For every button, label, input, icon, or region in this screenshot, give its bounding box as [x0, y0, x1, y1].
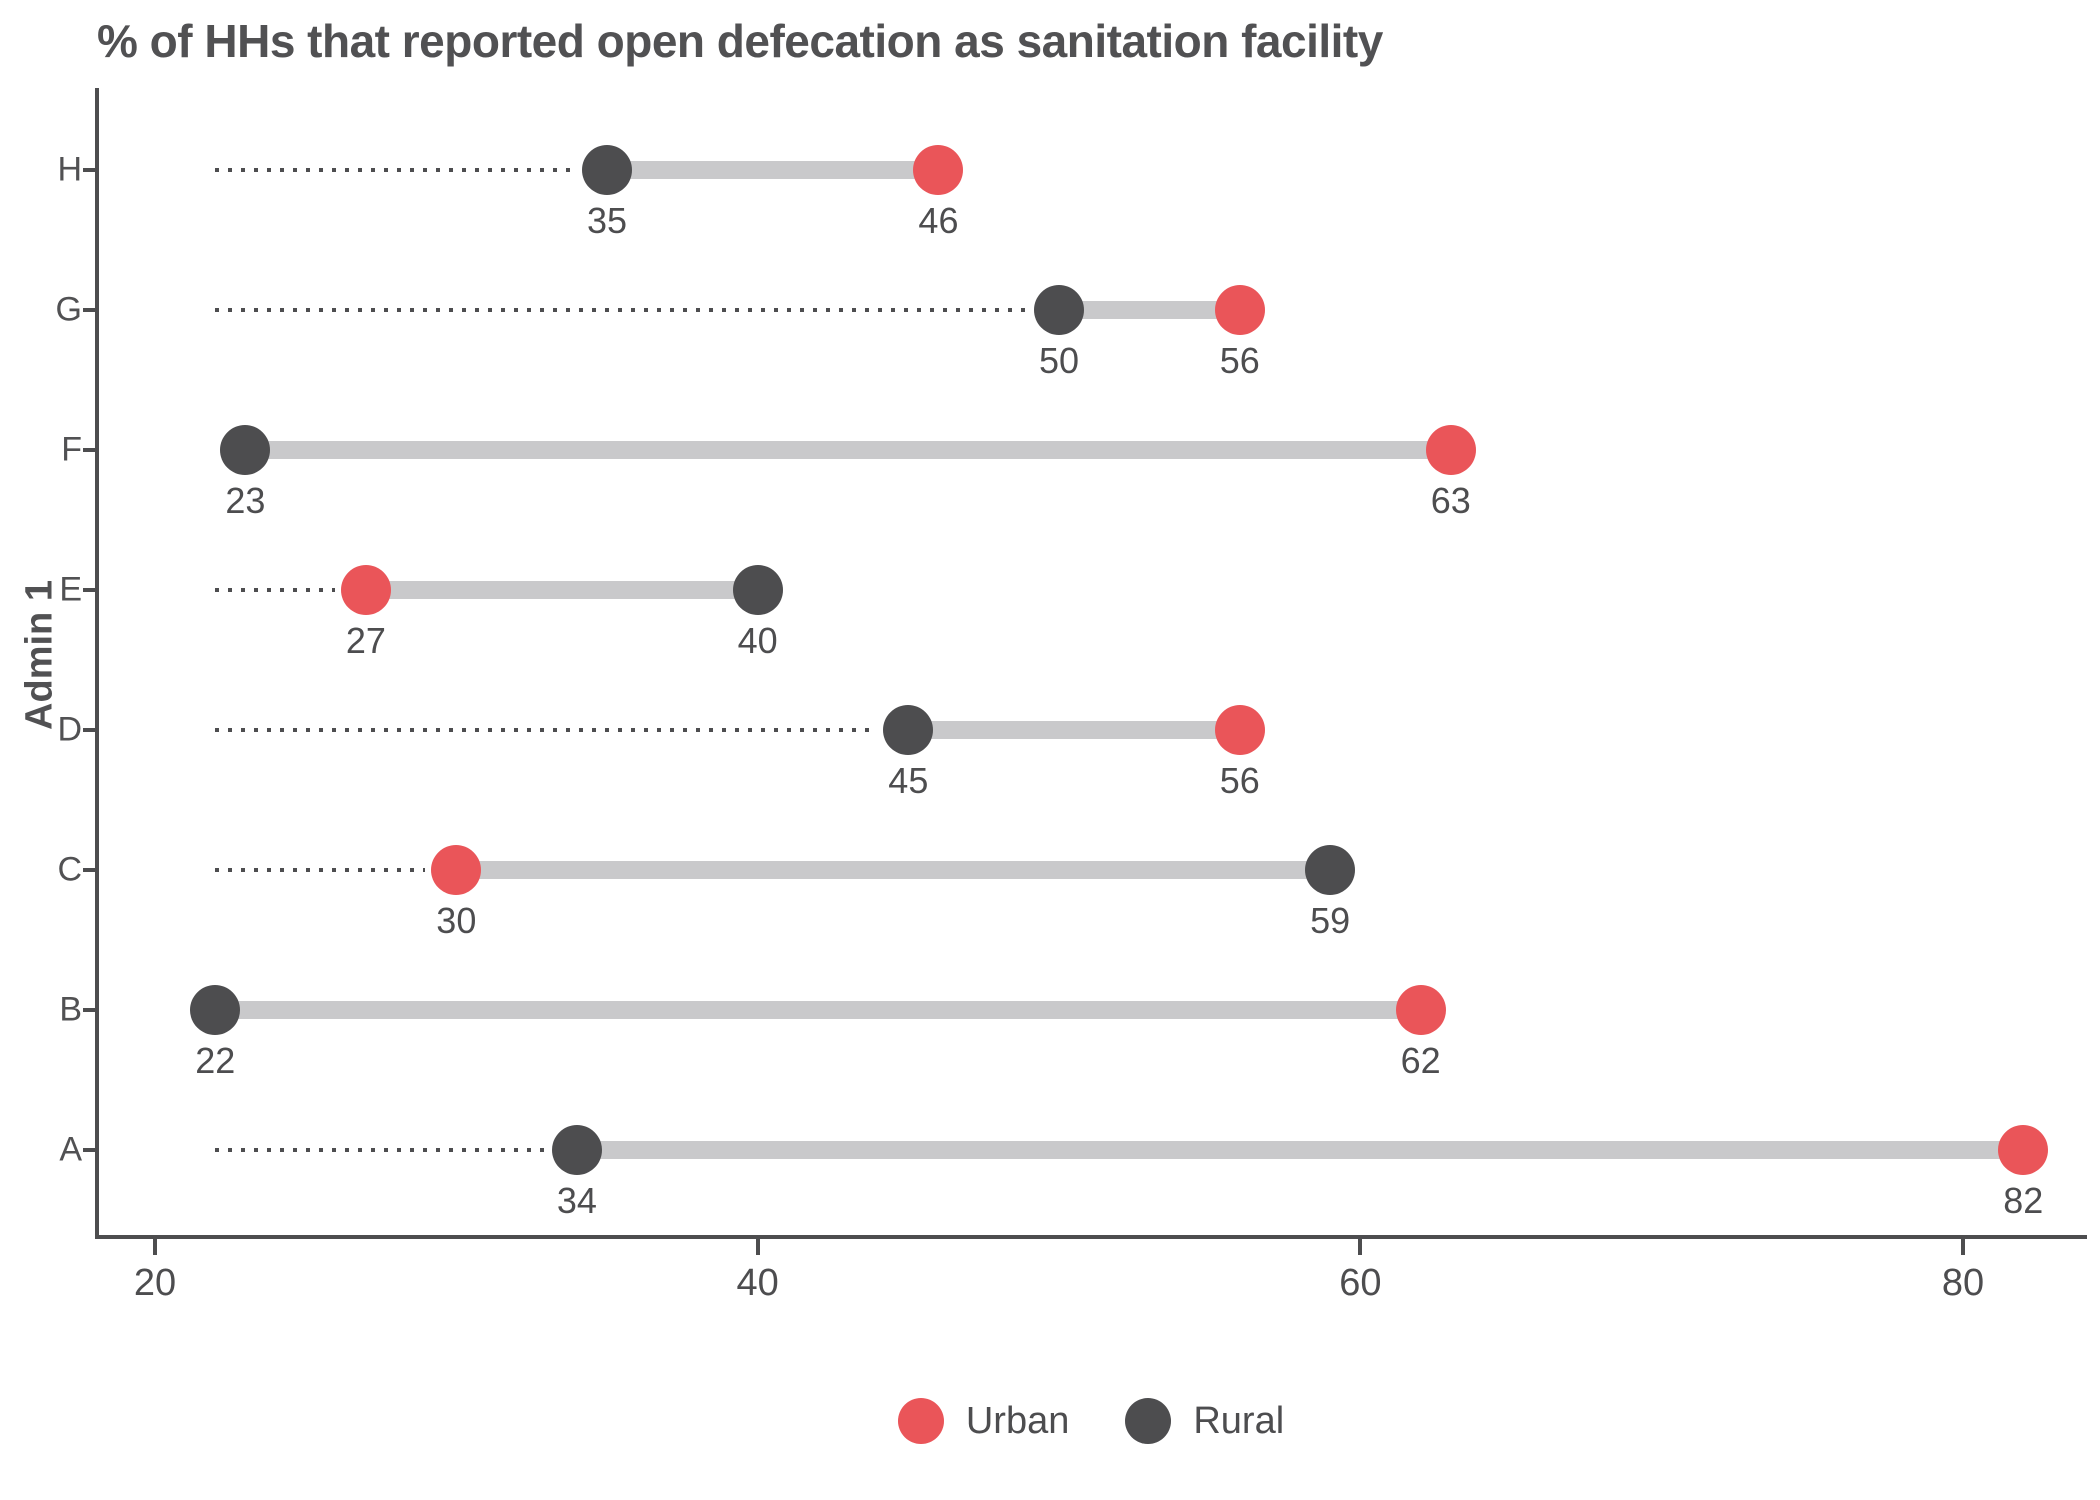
- urban-dot: [1425, 425, 1476, 475]
- rural-value-label: 45: [888, 760, 929, 801]
- category-label: E: [59, 570, 82, 609]
- category-label: C: [57, 850, 82, 889]
- x-tick-label: 40: [736, 1262, 779, 1304]
- x-axis-tick: [755, 1239, 760, 1255]
- connector-bar: [245, 441, 1451, 459]
- category-label: D: [57, 710, 82, 749]
- rural-dot: [732, 565, 783, 615]
- rural-dot: [190, 985, 241, 1035]
- x-axis-tick: [1358, 1239, 1363, 1255]
- rural-dot: [1033, 285, 1084, 335]
- urban-dot: [1214, 285, 1265, 335]
- x-axis-tick: [153, 1239, 157, 1255]
- y-axis-tick: [83, 728, 97, 732]
- urban-dot: [913, 145, 964, 195]
- connector-bar: [908, 721, 1240, 739]
- legend-urban-dot: [897, 1398, 944, 1444]
- connector-bar: [215, 1001, 1421, 1019]
- legend-item-rural: Rural: [1125, 1398, 1284, 1444]
- leader-line: [215, 1148, 546, 1152]
- urban-value-label: 82: [2003, 1180, 2044, 1221]
- y-axis-tick: [83, 1148, 97, 1152]
- leader-line: [215, 868, 426, 872]
- connector-bar: [1058, 301, 1240, 319]
- urban-dot: [1998, 1125, 2049, 1175]
- urban-value-label: 56: [1219, 760, 1260, 801]
- x-tick-label: 20: [133, 1262, 177, 1304]
- urban-dot: [1395, 985, 1446, 1035]
- leader-line: [215, 308, 1028, 312]
- y-axis-tick: [83, 308, 97, 312]
- urban-dot: [1214, 705, 1265, 755]
- y-axis-tick: [83, 868, 97, 872]
- y-axis-line: [95, 88, 99, 1239]
- rural-dot: [551, 1125, 602, 1175]
- rural-dot: [581, 145, 632, 195]
- y-axis-tick: [83, 588, 97, 592]
- connector-bar: [606, 161, 939, 179]
- category-label: H: [57, 150, 82, 189]
- leader-line: [215, 588, 335, 592]
- connector-bar: [456, 861, 1331, 879]
- legend-rural-dot: [1125, 1398, 1172, 1444]
- x-axis-tick: [1960, 1239, 1965, 1255]
- rural-value-label: 34: [556, 1180, 597, 1221]
- leader-line: [215, 728, 878, 732]
- connector-bar: [576, 1141, 2024, 1159]
- y-axis-tick: [83, 1008, 97, 1012]
- x-tick-label: 60: [1339, 1262, 1382, 1304]
- rural-dot: [1305, 845, 1356, 895]
- urban-value-label: 63: [1430, 480, 1471, 521]
- rural-value-label: 50: [1038, 340, 1079, 381]
- category-label: B: [59, 990, 82, 1029]
- rural-dot: [220, 425, 271, 475]
- urban-value-label: 56: [1219, 340, 1260, 381]
- x-tick-label: 80: [1941, 1262, 1985, 1304]
- connector-bar: [365, 581, 758, 599]
- urban-value-label: 30: [436, 900, 477, 941]
- rural-value-label: 23: [225, 480, 266, 521]
- urban-value-label: 62: [1400, 1040, 1441, 1081]
- legend-label: Rural: [1193, 1399, 1285, 1442]
- urban-dot: [431, 845, 482, 895]
- legend-item-urban: Urban: [897, 1398, 1070, 1444]
- category-label: F: [61, 430, 82, 469]
- rural-value-label: 40: [737, 620, 778, 661]
- legend: Urban Rural: [97, 1398, 2085, 1444]
- y-axis-tick: [83, 168, 97, 172]
- x-axis-line: [95, 1235, 2087, 1239]
- leader-line: [215, 168, 576, 172]
- category-label: G: [55, 290, 82, 329]
- chart-title: % of HHs that reported open defecation a…: [97, 15, 1383, 67]
- legend-label: Urban: [965, 1399, 1070, 1442]
- urban-dot: [340, 565, 391, 615]
- y-axis-tick: [83, 448, 97, 452]
- urban-value-label: 27: [345, 620, 386, 661]
- rural-value-label: 35: [586, 200, 627, 241]
- rural-dot: [883, 705, 934, 755]
- rural-value-label: 59: [1310, 900, 1351, 941]
- urban-value-label: 46: [918, 200, 959, 241]
- rural-value-label: 22: [195, 1040, 236, 1081]
- category-label: A: [59, 1130, 82, 1169]
